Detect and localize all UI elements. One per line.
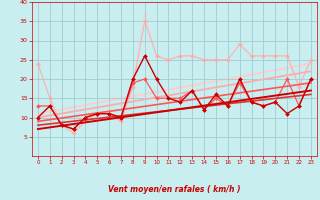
X-axis label: Vent moyen/en rafales ( km/h ): Vent moyen/en rafales ( km/h ): [108, 185, 241, 194]
